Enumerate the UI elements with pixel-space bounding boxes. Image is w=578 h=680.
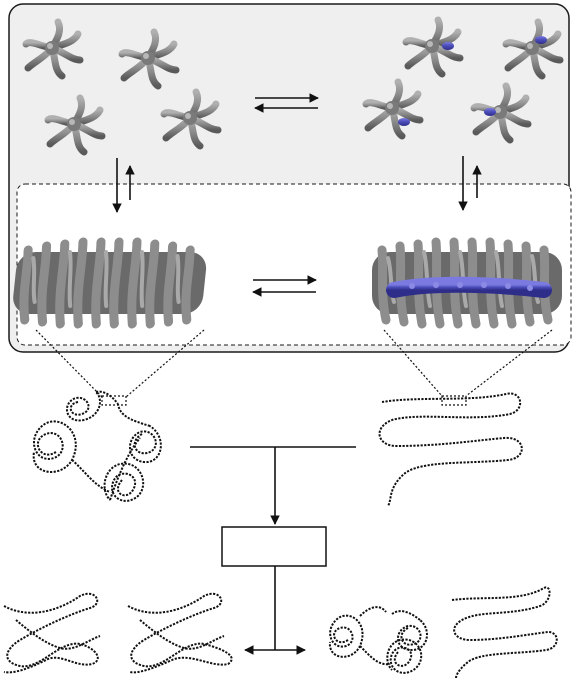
equilibrium-arrows-icon [254,93,319,113]
serpentine-fiber-icon [451,586,558,679]
star-molecule-blue-icon [366,82,420,136]
branch-connector [190,446,356,655]
zoom-indicator [35,329,553,406]
coiled-fiber-icon [32,390,162,502]
equilibrium-arrows-icon [112,158,135,213]
condition-box [221,526,327,567]
star-molecule-blue-icon [406,20,460,74]
star-molecule-blue-icon [474,86,528,140]
coiled-fiber-icon [328,606,428,674]
tangled-fiber-icon [3,592,101,674]
tangled-fiber-icon [127,592,233,674]
helical-stack-icon [10,242,209,324]
helical-stack-blue-icon [372,242,562,324]
star-molecule-blue-icon [506,22,560,76]
equilibrium-arrows-icon [458,156,482,211]
equilibrium-arrows-icon [252,275,317,297]
serpentine-fiber-icon [378,392,523,507]
